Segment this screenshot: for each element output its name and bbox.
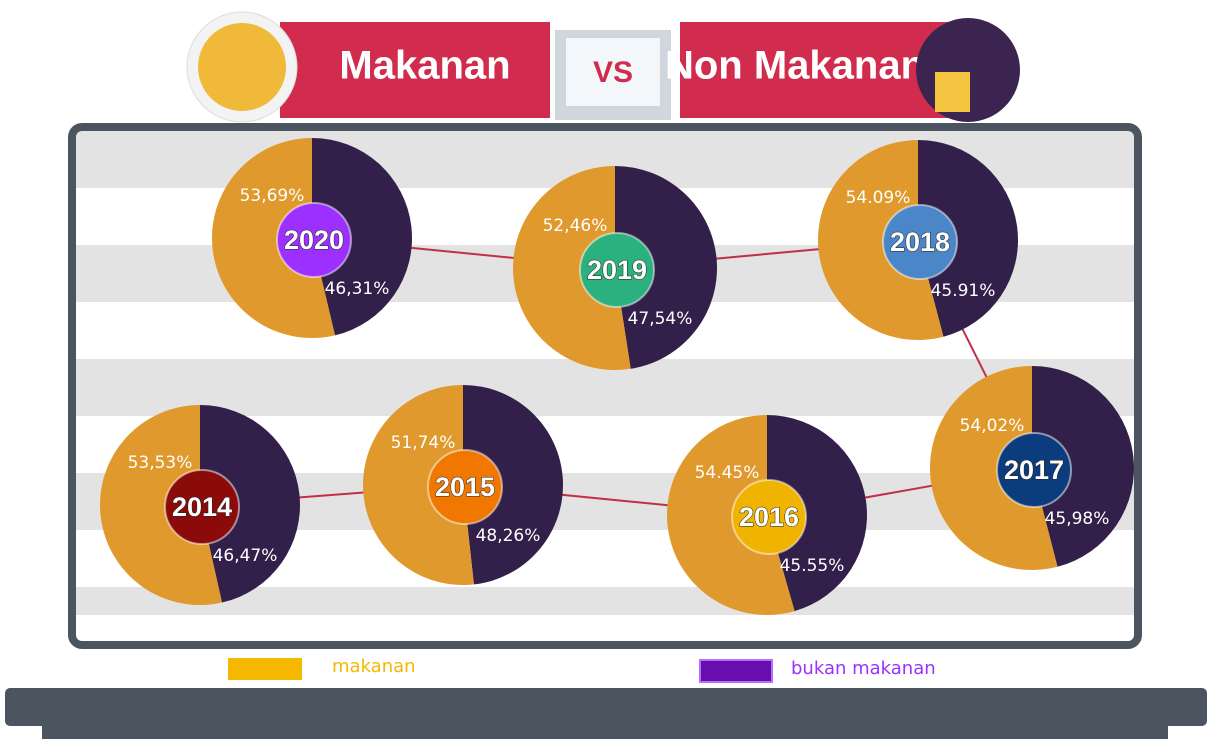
value-label: 48,26% <box>476 526 541 546</box>
value-label: 54,02% <box>960 416 1025 436</box>
year-label: 2019 <box>587 255 647 285</box>
infographic: Makanan VS Non Makanan 53,69%46,31%20205… <box>0 0 1212 739</box>
value-label: 45.91% <box>931 281 996 301</box>
pie: 51,74% 48,26% 2015 <box>363 385 563 585</box>
pie: 52,46% 47,54% 2019 <box>513 166 717 370</box>
value-label: 45.55% <box>780 556 845 576</box>
year-label: 2015 <box>435 472 495 502</box>
year-label: 2014 <box>172 492 232 522</box>
year-label: 2016 <box>739 502 799 532</box>
food-icon-noodles <box>198 23 286 111</box>
value-label: 52,46% <box>543 216 608 236</box>
pie: 54.45% 45.55% 2016 <box>667 415 867 615</box>
value-label: 46,47% <box>213 546 278 566</box>
legend-swatch <box>700 660 772 682</box>
value-label: 54.45% <box>695 463 760 483</box>
legend-label: bukan makanan <box>791 658 936 679</box>
pie: 53,53% 46,47% 2014 <box>100 405 300 605</box>
year-label: 2017 <box>1004 455 1064 485</box>
value-label: 54.09% <box>846 188 911 208</box>
value-label: 46,31% <box>325 279 390 299</box>
base-bar <box>5 688 1207 726</box>
legend-swatch <box>228 658 302 680</box>
header: Makanan VS Non Makanan <box>187 12 1020 122</box>
goods-icon-bucket <box>935 72 970 112</box>
legend: makanan bukan makanan <box>228 656 936 682</box>
pie: 54,02% 45,98% 2017 <box>930 366 1134 570</box>
pie: 54.09% 45.91% 2018 <box>818 140 1018 340</box>
banner-left-text: Makanan <box>339 44 510 88</box>
banner-right-text: Non Makanan <box>665 44 925 88</box>
year-label: 2018 <box>890 227 950 257</box>
value-label: 45,98% <box>1045 509 1110 529</box>
pie: 53,69% 46,31% 2020 <box>212 138 412 338</box>
legend-label: makanan <box>332 656 416 677</box>
value-label: 47,54% <box>628 309 693 329</box>
base-foot <box>42 724 1168 739</box>
vs-text: VS <box>593 56 633 89</box>
value-label: 53,53% <box>128 453 193 473</box>
value-label: 53,69% <box>240 186 305 206</box>
value-label: 51,74% <box>391 433 456 453</box>
year-label: 2020 <box>284 225 344 255</box>
